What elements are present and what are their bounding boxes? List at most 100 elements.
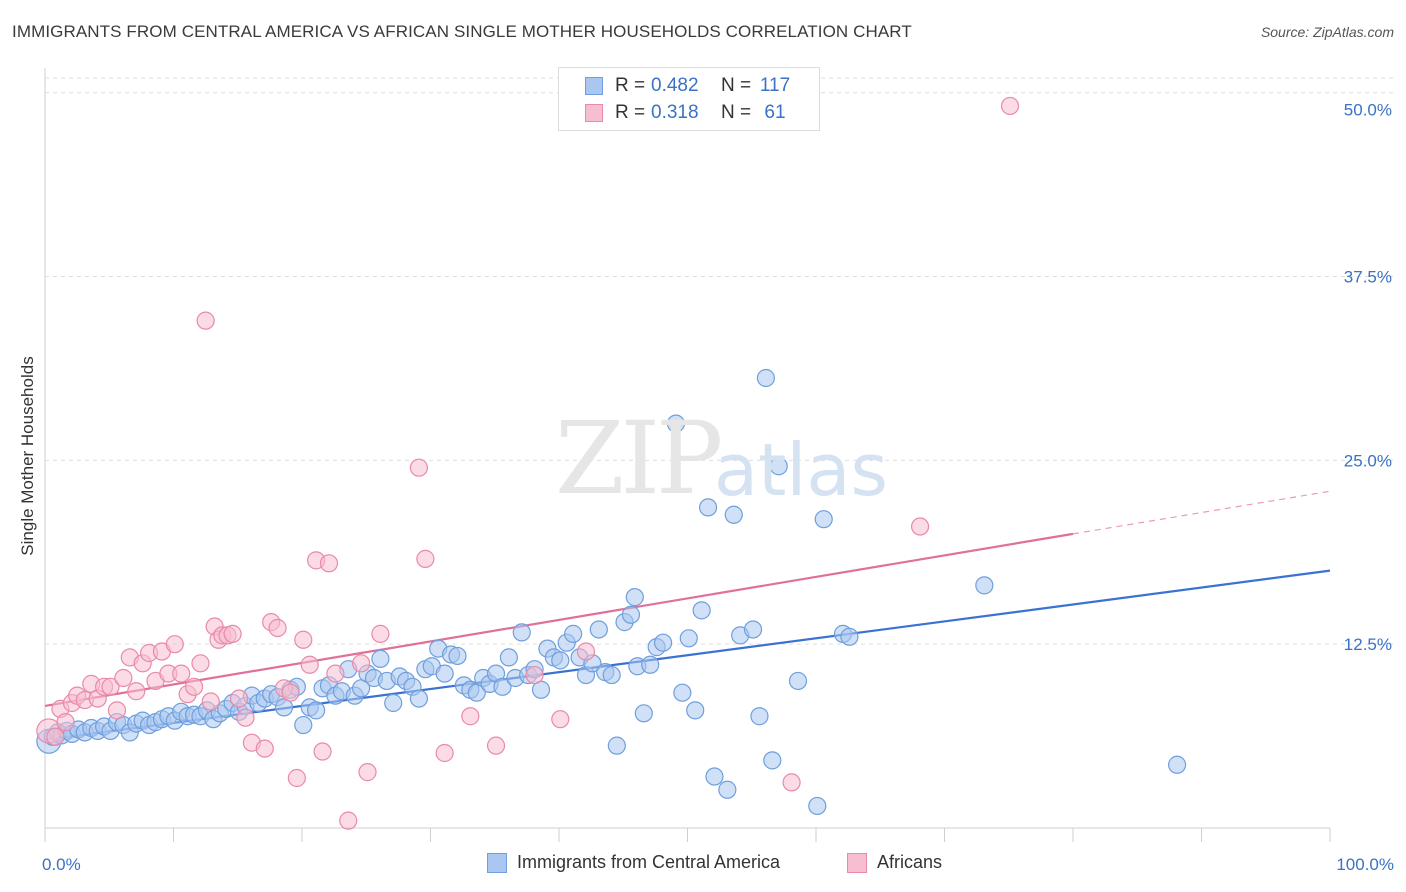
data-point-central-america [666, 414, 686, 433]
x-tick-labels: 0.0% 100.0% [42, 855, 1394, 874]
data-point-central-america [551, 651, 570, 670]
data-point-central-america [448, 646, 467, 666]
data-point-africans [107, 701, 127, 720]
chart-title: IMMIGRANTS FROM CENTRAL AMERICA VS AFRIC… [12, 22, 912, 41]
data-point-central-america [724, 505, 743, 524]
data-point-africans [576, 642, 596, 661]
watermark-atlas: atlas [714, 428, 888, 512]
data-point-central-america [602, 665, 621, 685]
bottom-legend-swatch-pink [847, 852, 867, 873]
legend-r-label: R = [615, 75, 646, 96]
data-point-central-america [294, 715, 313, 735]
legend-r-value: 0.482 [651, 75, 699, 96]
watermark-zip: ZIP [555, 400, 723, 517]
data-point-africans [196, 311, 215, 330]
data-point-africans [551, 710, 570, 729]
y-tick-label: 25.0% [1344, 451, 1392, 470]
data-point-central-america [718, 780, 737, 799]
data-point-central-america [1167, 755, 1187, 774]
data-point-africans [46, 727, 65, 746]
data-point-africans [294, 630, 313, 649]
data-point-central-america [686, 701, 705, 720]
data-point-africans [435, 743, 454, 763]
y-tick-label: 50.0% [1344, 101, 1392, 120]
data-point-africans [114, 668, 133, 688]
legend-r-value: 0.318 [651, 102, 699, 123]
data-point-africans [201, 692, 220, 711]
legend-row-central-america: R = 0.482 N = 117 [585, 74, 795, 98]
data-point-africans [313, 742, 332, 761]
data-point-central-america [705, 767, 724, 786]
data-point-central-america [493, 677, 512, 696]
bottom-legend-swatch-blue [487, 852, 507, 873]
data-point-africans [255, 739, 274, 758]
y-tick-label: 37.5% [1344, 268, 1392, 287]
data-point-central-america [692, 601, 711, 620]
data-point-central-america [653, 633, 673, 652]
bottom-legend-label: Immigrants from Central America [517, 852, 781, 872]
data-point-central-america [673, 683, 692, 702]
data-point-africans [268, 618, 287, 638]
data-point-central-america [512, 623, 531, 642]
legend-row-africans: R = 0.318 N = 61 [585, 101, 795, 125]
data-point-africans [300, 655, 319, 674]
x-tick-label: 0.0% [42, 855, 81, 874]
y-tick-labels: 12.5% 25.0% 37.5% 50.0% [1344, 101, 1392, 654]
trend-line-africans-extension [1072, 490, 1331, 535]
data-point-central-america [763, 751, 782, 770]
data-point-africans [101, 677, 120, 696]
bottom-legend-label: Africans [877, 852, 943, 872]
data-point-central-america [621, 605, 641, 624]
data-point-africans [56, 713, 75, 732]
axes [44, 68, 1331, 842]
data-point-central-america [499, 648, 518, 667]
data-point-africans [127, 682, 146, 701]
bottom-legend-africans: Africans [847, 852, 942, 873]
data-point-central-america [634, 704, 653, 723]
data-point-africans [358, 763, 377, 782]
data-point-central-america [564, 624, 583, 643]
data-point-africans [287, 768, 306, 788]
data-point-central-america [409, 689, 429, 708]
legend-n-value: 61 [764, 102, 786, 123]
legend-n-label: N = [721, 75, 752, 96]
data-point-africans [326, 664, 345, 683]
y-axis-label: Single Mother Households [18, 356, 37, 556]
data-point-central-america [756, 368, 775, 388]
data-point-central-america [589, 620, 608, 639]
data-points [36, 96, 1187, 830]
data-point-central-america [769, 457, 788, 476]
legend-n-label: N = [721, 102, 752, 123]
data-point-africans [416, 549, 435, 568]
data-point-africans [223, 624, 242, 643]
data-point-central-america [840, 627, 859, 646]
data-point-africans [165, 635, 184, 654]
data-point-central-america [679, 629, 698, 648]
data-point-central-america [607, 736, 626, 755]
legend-r-label: R = [615, 102, 646, 123]
data-point-africans [910, 517, 930, 536]
data-point-africans [409, 458, 429, 477]
data-point-central-america [435, 664, 454, 683]
data-point-africans [281, 683, 300, 702]
data-point-central-america [641, 655, 660, 674]
data-point-africans [184, 677, 204, 696]
data-point-africans [1000, 96, 1020, 116]
data-point-africans [782, 773, 801, 792]
data-point-central-america [750, 707, 769, 726]
legend-swatch-pink [585, 104, 603, 122]
data-point-central-america [698, 498, 718, 517]
y-tick-label: 12.5% [1344, 635, 1392, 654]
data-point-africans [525, 665, 544, 685]
data-point-africans [486, 736, 506, 755]
trend-line-africans [44, 532, 1074, 708]
x-tick-label: 100.0% [1336, 855, 1394, 874]
data-point-central-america [307, 701, 326, 720]
data-point-central-america [625, 588, 644, 607]
legend-swatch-blue [585, 77, 603, 95]
data-point-central-america [975, 576, 994, 595]
data-point-africans [229, 689, 249, 708]
data-point-central-america [814, 510, 833, 529]
data-point-africans [461, 707, 480, 726]
